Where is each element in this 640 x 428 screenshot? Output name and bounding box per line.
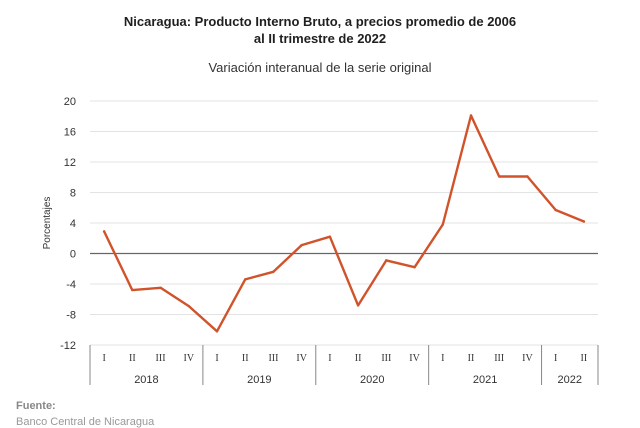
source-label: Fuente:	[16, 400, 56, 412]
data-point	[244, 278, 247, 281]
x-tick-label: II	[129, 353, 136, 364]
x-tick-label: IV	[409, 353, 420, 364]
y-tick-label: 0	[70, 249, 76, 261]
y-tick-label: 16	[64, 127, 76, 139]
data-point	[469, 114, 473, 117]
year-label: 2021	[473, 374, 497, 386]
data-point	[554, 208, 557, 212]
source-text: Banco Central de Nicaragua	[16, 416, 155, 428]
y-tick-label: 4	[70, 218, 76, 230]
data-point	[526, 175, 529, 178]
data-point	[300, 243, 303, 247]
y-tick-label: 8	[70, 188, 76, 200]
data-point	[131, 288, 134, 292]
data-point	[215, 330, 219, 333]
data-point	[102, 230, 106, 233]
x-tick-label: II	[581, 353, 588, 364]
x-tick-label: IV	[296, 353, 307, 364]
series-line	[102, 114, 586, 333]
data-point	[328, 235, 332, 238]
x-tick-label: III	[494, 353, 504, 364]
x-tick-label: I	[102, 353, 105, 364]
y-tick-label: -12	[60, 340, 76, 352]
data-point	[356, 304, 360, 307]
x-tick-label: II	[468, 353, 475, 364]
chart-title-line1: Nicaragua: Producto Interno Bruto, a pre…	[123, 14, 517, 29]
x-tick-label: I	[554, 353, 557, 364]
year-label: 2019	[247, 374, 271, 386]
data-point	[159, 286, 162, 290]
x-tick-label: II	[355, 353, 362, 364]
x-tick-label: I	[441, 353, 444, 364]
x-tick-label: III	[268, 353, 278, 364]
chart-subtitle: Variación interanual de la serie origina…	[208, 60, 432, 75]
x-tick-label: II	[242, 353, 249, 364]
x-tick-label: I	[215, 353, 218, 364]
x-tick-label: III	[381, 353, 391, 364]
data-point	[582, 220, 586, 223]
y-tick-label: 12	[64, 157, 76, 169]
data-point	[385, 259, 388, 262]
data-point	[272, 270, 275, 273]
data-point	[498, 175, 501, 178]
data-point	[187, 304, 190, 308]
year-label: 2022	[558, 374, 582, 386]
y-tick-label: -8	[66, 310, 76, 322]
y-tick-label: -4	[66, 279, 76, 291]
year-label: 2018	[134, 374, 158, 386]
x-tick-label: IV	[522, 353, 533, 364]
chart-title-line2: al II trimestre de 2022	[253, 31, 387, 46]
x-tick-label: III	[156, 353, 166, 364]
data-point	[441, 223, 444, 226]
year-label: 2020	[360, 374, 384, 386]
data-point	[413, 266, 416, 269]
y-axis-label: Porcentajes	[42, 197, 53, 250]
x-tick-label: I	[328, 353, 331, 364]
x-tick-label: IV	[183, 353, 194, 364]
y-tick-label: 20	[64, 96, 76, 108]
